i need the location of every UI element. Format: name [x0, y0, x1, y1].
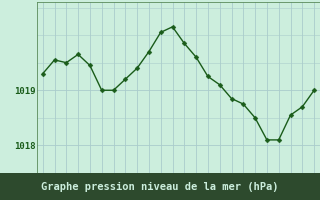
Text: Graphe pression niveau de la mer (hPa): Graphe pression niveau de la mer (hPa) — [41, 181, 279, 192]
